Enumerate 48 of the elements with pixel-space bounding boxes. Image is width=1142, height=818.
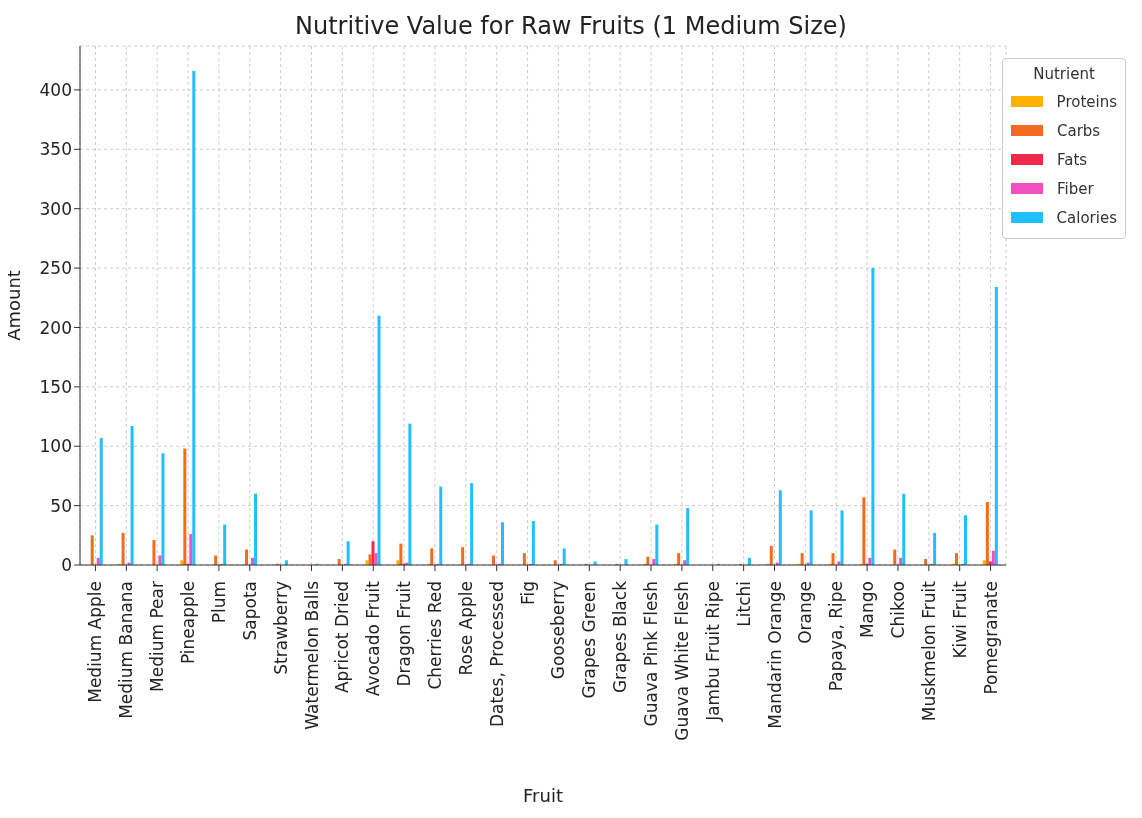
- legend-label: Calories: [1056, 208, 1117, 227]
- x-tick-label: Pineapple: [178, 581, 199, 665]
- x-tick-label: Chikoo: [887, 581, 908, 639]
- x-tick-label: Jambu Fruit Ripe: [702, 581, 723, 722]
- x-tick-label: Mandarin Orange: [764, 581, 785, 729]
- x-tick-label: Guava White Flesh: [671, 581, 692, 741]
- y-tick-label: 0: [61, 555, 72, 576]
- x-tick-label: Kiwi Fruit: [949, 580, 970, 659]
- x-tick-label: Dates, Processed: [486, 581, 507, 728]
- x-tick-label: Rose Apple: [455, 581, 476, 676]
- y-tick-label: 300: [39, 198, 72, 219]
- y-tick-label: 100: [39, 436, 72, 457]
- chart-title: Nutritive Value for Raw Fruits (1 Medium Size): [294, 12, 848, 40]
- x-tick-label: Guava Pink Flesh: [641, 581, 662, 727]
- x-tick-label: Sapota: [239, 581, 260, 641]
- x-tick-label: Strawberry: [270, 581, 291, 675]
- y-tick-label: 50: [50, 495, 72, 516]
- x-tick-label: Watermelon Balls: [301, 580, 322, 730]
- legend-label: Fats: [1057, 150, 1088, 169]
- x-tick-label: Mango: [857, 581, 878, 639]
- x-tick-label: Apricot Dried: [332, 581, 353, 694]
- x-axis-title: Fruit: [523, 785, 563, 806]
- y-tick-label: 250: [39, 258, 72, 279]
- x-tick-label: Fig: [517, 581, 538, 606]
- legend-label: Carbs: [1057, 121, 1101, 140]
- x-tick-label: Muskmelon Fruit: [918, 580, 939, 722]
- x-tick-label: Gooseberry: [548, 581, 569, 680]
- y-tick-label: 200: [39, 317, 72, 338]
- x-tick-label: Medium Apple: [85, 581, 106, 703]
- x-tick-label: Grapes Black: [610, 580, 631, 694]
- legend-label: Fiber: [1057, 179, 1094, 198]
- x-tick-label: Dragon Fruit: [394, 580, 415, 687]
- x-tick-label: Plum: [208, 581, 229, 624]
- x-tick-label: Pomegranate: [980, 581, 1001, 695]
- x-tick-label: Grapes Green: [579, 581, 600, 699]
- x-tick-label: Litchi: [733, 581, 754, 627]
- x-tick-label: Medium Pear: [147, 580, 168, 692]
- x-tick-label: Cherries Red: [424, 581, 445, 690]
- x-tick-label: Papaya, Ripe: [826, 581, 847, 692]
- legend-title: Nutrient: [1032, 65, 1096, 83]
- y-tick-label: 400: [39, 79, 72, 100]
- y-tick-label: 350: [39, 139, 72, 160]
- y-axis-title: Amount: [3, 270, 25, 341]
- x-tick-label: Medium Banana: [116, 581, 137, 719]
- x-tick-label: Avocado Fruit: [363, 580, 384, 697]
- y-tick-label: 150: [39, 376, 72, 397]
- x-tick-label: Orange: [795, 581, 816, 644]
- legend-label: Proteins: [1056, 92, 1117, 111]
